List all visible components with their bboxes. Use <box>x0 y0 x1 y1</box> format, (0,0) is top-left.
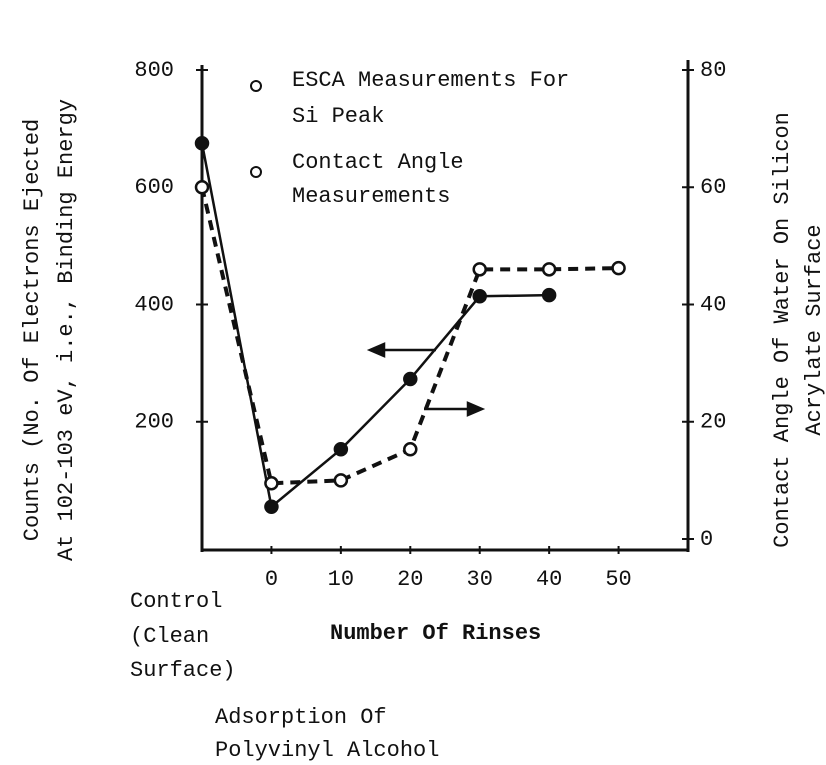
y2-tick-label: 60 <box>700 175 726 200</box>
point <box>194 180 210 195</box>
x-tick-label: 30 <box>467 567 493 592</box>
point <box>264 476 279 491</box>
point <box>333 442 349 457</box>
legend-label: ESCA Measurements For <box>292 68 569 93</box>
y-tick-label: 200 <box>134 410 174 435</box>
point <box>472 289 487 304</box>
y-axis-label: Counts (No. Of Electrons Ejected <box>20 119 45 541</box>
legend-label: Si Peak <box>292 104 384 129</box>
y2-tick-label: 20 <box>700 410 726 435</box>
annotation: Adsorption Of <box>215 705 387 730</box>
line <box>200 143 550 510</box>
y2-tick-label: 0 <box>700 527 713 552</box>
point <box>611 260 626 276</box>
left-arrow <box>366 342 436 358</box>
annotation: Surface) <box>130 658 236 683</box>
point <box>541 262 557 277</box>
legend-label: Measurements <box>292 184 450 209</box>
annotation: Control <box>130 589 222 614</box>
x-tick-label: 50 <box>605 567 631 592</box>
point <box>472 262 487 277</box>
x-axis-label: Number Of Rinses <box>330 621 541 646</box>
x-tick-label: 40 <box>536 567 562 592</box>
y2-axis-label: Contact Angle Of Water On Silicon <box>770 112 795 548</box>
point <box>264 499 279 515</box>
point <box>333 473 349 488</box>
point <box>541 287 557 303</box>
x-tick-label: 10 <box>328 567 354 592</box>
legend-marker <box>250 80 262 92</box>
y2-tick-label: 80 <box>700 58 726 83</box>
line <box>200 186 619 486</box>
right-arrow <box>424 401 486 417</box>
y-tick-label: 600 <box>134 175 174 200</box>
y-tick-label: 800 <box>134 58 174 83</box>
y-tick-label: 400 <box>134 292 174 317</box>
legend-label: Contact Angle <box>292 150 464 175</box>
y-axis-label: At 102-103 eV, i.e., Binding Energy <box>54 99 79 561</box>
point <box>403 371 418 387</box>
point <box>403 442 418 457</box>
x-tick-label: 20 <box>397 567 423 592</box>
point <box>194 136 210 151</box>
x-tick-label: 0 <box>265 567 278 592</box>
y2-axis-label: Acrylate Surface <box>802 224 826 435</box>
annotation: (Clean <box>130 624 209 649</box>
y2-tick-label: 40 <box>700 292 726 317</box>
legend-marker <box>250 166 262 178</box>
annotation: Polyvinyl Alcohol <box>215 738 439 763</box>
